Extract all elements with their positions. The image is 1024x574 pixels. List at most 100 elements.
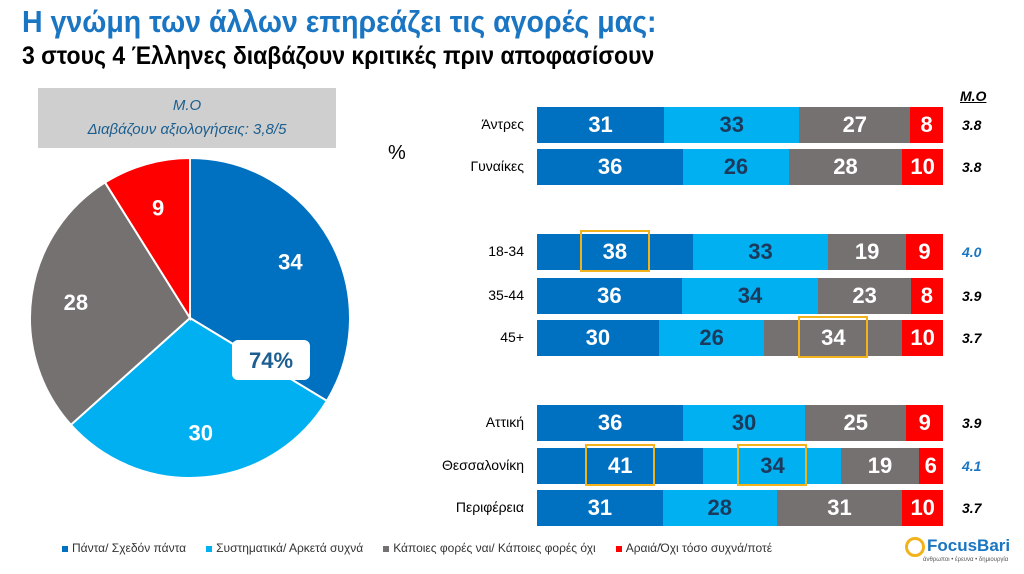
mean-header: Μ.Ο xyxy=(960,88,987,104)
mean-value: 3.8 xyxy=(962,117,982,133)
bar-value-label: 23 xyxy=(852,283,877,308)
legend: Πάντα/ Σχεδόν πάντα Συστηματικά/ Αρκετά … xyxy=(62,541,772,555)
bar-value-label: 38 xyxy=(602,239,628,264)
bar-segment: 10 xyxy=(902,490,943,526)
bar-value-label: 8 xyxy=(920,112,933,137)
highlight-box xyxy=(579,230,650,272)
bar-segment: 28 xyxy=(788,149,903,185)
row-label: Γυναίκες xyxy=(470,158,524,174)
bar-segment: 19 xyxy=(828,234,907,270)
legend-label: Πάντα/ Σχεδόν πάντα xyxy=(72,541,187,555)
bar-segment: 28 xyxy=(662,490,777,526)
bar-value-label: 26 xyxy=(699,325,724,350)
bar-value-label: 33 xyxy=(719,112,745,137)
bar-segment: 30 xyxy=(683,405,805,441)
callout-label: 74% xyxy=(249,348,293,373)
legend-item: Πάντα/ Σχεδόν πάντα xyxy=(62,541,186,555)
bar-value-label: 31 xyxy=(588,112,613,137)
highlight-box xyxy=(585,444,656,486)
focusbari-logo: FocusBari άνθρωποι • έρευνα • δημιουργία xyxy=(905,536,1010,563)
mean-value: 4.0 xyxy=(962,244,982,260)
bar-segment: 34 xyxy=(681,278,819,314)
bar-value-label: 19 xyxy=(867,453,893,478)
bar-value-label: 10 xyxy=(910,154,935,179)
highlight-box xyxy=(737,444,808,486)
bar-value-label: 19 xyxy=(854,239,880,264)
legend-item: Αραιά/Όχι τόσο συχνά/ποτέ xyxy=(615,541,773,555)
bar-segment: 38 xyxy=(537,230,693,272)
legend-label: Συστηματικά/ Αρκετά συχνά xyxy=(216,541,364,555)
bar-row: Περιφέρεια 31 28 31 10 3.7 xyxy=(0,490,1024,526)
bar-segment: 31 xyxy=(537,107,665,143)
bar-value-label: 9 xyxy=(918,410,931,435)
bar-value-label: 6 xyxy=(924,453,937,478)
pie-slice xyxy=(103,156,191,322)
bar-segment: 9 xyxy=(906,405,943,441)
bar-segment: 8 xyxy=(910,278,943,314)
bar-segment: 9 xyxy=(906,234,943,270)
bar-row: Γυναίκες 36 26 28 10 3.8 xyxy=(0,149,1024,185)
bar-row: 45+ 30 26 34 10 3.7 xyxy=(0,316,1024,358)
pie-slice xyxy=(189,156,351,403)
page-subtitle: 3 στους 4 Έλληνες διαβάζουν κριτικές πρι… xyxy=(22,42,655,70)
row-label: Θεσσαλονίκη xyxy=(442,457,524,473)
bar-value-label: 30 xyxy=(731,410,757,435)
bar-segment: 36 xyxy=(537,278,682,314)
bar-row: 35-44 36 34 23 8 3.9 xyxy=(0,278,1024,314)
bar-value-label: 34 xyxy=(760,453,785,478)
bar-value-label: 26 xyxy=(723,154,749,179)
bar-segment: 25 xyxy=(804,405,907,441)
legend-label: Αραιά/Όχι τόσο συχνά/ποτέ xyxy=(625,541,773,555)
bar-segment: 8 xyxy=(910,107,943,143)
bar-segment: 6 xyxy=(918,448,943,484)
bar-segment: 31 xyxy=(776,490,903,526)
mean-value: 3.8 xyxy=(962,159,982,175)
bar-segment: 36 xyxy=(537,405,684,441)
bar-value-label: 36 xyxy=(597,154,623,179)
bar-segment: 36 xyxy=(537,149,684,185)
pie-slice-label: 28 xyxy=(64,290,88,315)
mean-value: 3.7 xyxy=(962,500,982,516)
bar-value-label: 28 xyxy=(707,495,732,520)
bar-segment: 34 xyxy=(764,316,903,358)
row-label: 35-44 xyxy=(488,287,524,303)
bar-segment: 33 xyxy=(664,107,800,143)
bar-segment: 19 xyxy=(841,448,919,484)
row-label: Αττική xyxy=(485,414,524,430)
bar-value-label: 34 xyxy=(737,283,763,308)
pie-slice-label: 30 xyxy=(188,421,212,446)
bar-segment: 10 xyxy=(902,149,943,185)
bar-value-label: 41 xyxy=(607,453,633,478)
highlight-box xyxy=(798,316,869,358)
bar-row: Θεσσαλονίκη 41 34 19 6 4.1 xyxy=(0,444,1024,486)
bar-segment: 31 xyxy=(537,490,663,526)
pie-slice xyxy=(29,181,192,427)
mean-value: 3.7 xyxy=(962,330,982,346)
bar-segment: 30 xyxy=(537,320,659,356)
mean-value: 4.1 xyxy=(962,458,982,474)
mean-box: Μ.Ο Διαβάζουν αξιολογήσεις: 3,8/5 xyxy=(38,88,336,148)
bar-value-label: 31 xyxy=(827,495,852,520)
mean-value: 3.9 xyxy=(962,288,982,304)
bar-value-label: 33 xyxy=(748,239,773,264)
bar-value-label: 36 xyxy=(597,283,622,308)
callout-box xyxy=(232,340,310,380)
bar-value-label: 8 xyxy=(920,283,934,308)
legend-item: Κάποιες φορές ναι/ Κάποιες φορές όχι xyxy=(383,541,596,555)
page-title: Η γνώμη των άλλων επηρεάζει τις αγορές μ… xyxy=(22,4,657,39)
legend-label: Κάποιες φορές ναι/ Κάποιες φορές όχι xyxy=(393,541,596,555)
bar-segment: 34 xyxy=(703,444,842,486)
legend-item: Συστηματικά/ Αρκετά συχνά xyxy=(206,541,363,555)
pie-chart: 34 30 28 9 74% xyxy=(29,156,351,479)
percent-sign: % xyxy=(388,142,406,164)
bar-value-label: 9 xyxy=(918,239,931,264)
pie-slice-label: 9 xyxy=(152,195,164,220)
row-label: Περιφέρεια xyxy=(455,499,524,515)
bar-value-label: 27 xyxy=(842,112,868,137)
bar-value-label: 25 xyxy=(843,410,868,435)
bar-value-label: 34 xyxy=(821,325,846,350)
bar-row: 18-34 38 33 19 9 4.0 xyxy=(0,230,1024,272)
bar-segment: 41 xyxy=(537,444,704,486)
bar-row: Άντρες 31 33 27 8 3.8 xyxy=(0,107,1024,143)
bar-value-label: 10 xyxy=(910,325,935,350)
